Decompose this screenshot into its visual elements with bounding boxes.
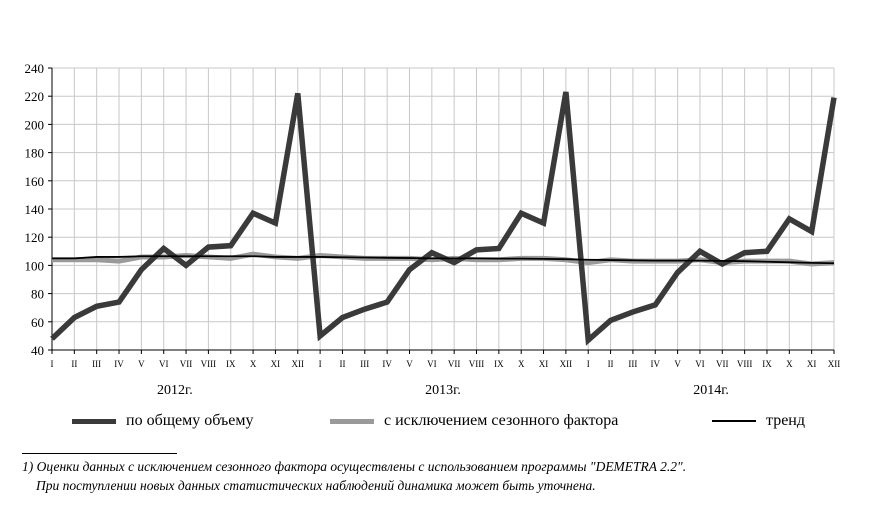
y-tick-label: 180 xyxy=(25,146,45,161)
x-tick-label: XI xyxy=(807,359,817,369)
year-labels: 2012г. 2013г. 2014г. xyxy=(157,383,729,398)
x-tick-label: X xyxy=(250,359,257,369)
x-tick-label: IV xyxy=(382,359,392,369)
x-tick-label: VII xyxy=(180,359,193,369)
x-tick-label: VIII xyxy=(737,359,753,369)
y-tick-label: 120 xyxy=(25,230,45,245)
y-tick-label: 40 xyxy=(31,343,44,358)
year-label: 2014г. xyxy=(693,383,729,398)
y-axis-ticks: 40 60 80 100 120 140 160 180 200 220 240 xyxy=(25,61,52,358)
x-tick-label: IV xyxy=(114,359,124,369)
x-tick-label: I xyxy=(587,359,590,369)
grid xyxy=(51,67,835,351)
x-axis-ticks: I II III IV V VI VII VIII IX X XI XII I II III IV V VI VII… xyxy=(51,350,841,369)
legend-item-trend: тренд xyxy=(712,412,805,430)
footnote-line-1: 1) Оценки данных с исключением сезонного… xyxy=(22,459,687,474)
legend-swatch-seasonal xyxy=(330,418,374,424)
y-tick-label: 80 xyxy=(31,287,44,302)
x-tick-label: II xyxy=(608,359,614,369)
series-trend-line xyxy=(52,255,835,265)
x-tick-label: VI xyxy=(427,359,437,369)
legend-label-trend: тренд xyxy=(766,412,805,429)
series-total-line xyxy=(50,91,837,346)
footnote-line-2: При поступлении новых данных статистичес… xyxy=(36,478,596,493)
y-tick-label: 220 xyxy=(25,89,45,104)
x-tick-label: IX xyxy=(494,359,504,369)
y-tick-label: 140 xyxy=(25,202,45,217)
x-tick-label: XI xyxy=(271,359,281,369)
x-tick-label: VI xyxy=(159,359,169,369)
x-tick-label: X xyxy=(786,359,793,369)
legend: по общему объему с исключением сезонного… xyxy=(0,412,870,434)
legend-item-seasonal: с исключением сезонного фактора xyxy=(330,412,618,430)
legend-label-seasonal: с исключением сезонного фактора xyxy=(384,412,619,429)
y-tick-label: 160 xyxy=(25,174,45,189)
footnote-rule xyxy=(22,453,177,454)
year-label: 2013г. xyxy=(425,383,461,398)
x-tick-label: XII xyxy=(292,359,305,369)
x-tick-label: VII xyxy=(448,359,461,369)
x-tick-label: I xyxy=(319,359,322,369)
x-tick-label: VI xyxy=(695,359,705,369)
x-tick-label: II xyxy=(71,359,77,369)
legend-label-total: по общему объему xyxy=(126,412,254,429)
x-tick-label: VII xyxy=(716,359,729,369)
series-lines xyxy=(50,91,837,346)
x-tick-label: IX xyxy=(762,359,772,369)
y-tick-label: 100 xyxy=(25,258,45,273)
x-tick-label: XI xyxy=(539,359,549,369)
x-tick-label: VIII xyxy=(201,359,217,369)
legend-item-total: по общему объему xyxy=(72,412,254,430)
year-label: 2012г. xyxy=(157,383,193,398)
footnote: 1) Оценки данных с исключением сезонного… xyxy=(22,457,862,495)
y-tick-label: 200 xyxy=(25,117,45,132)
y-tick-label: 240 xyxy=(25,61,45,76)
x-tick-label: XII xyxy=(560,359,573,369)
x-tick-label: XII xyxy=(828,359,841,369)
x-tick-label: V xyxy=(674,359,681,369)
x-tick-label: III xyxy=(360,359,369,369)
legend-swatch-total xyxy=(72,418,116,424)
x-tick-label: X xyxy=(518,359,525,369)
x-tick-label: II xyxy=(339,359,345,369)
x-tick-label: IX xyxy=(226,359,236,369)
x-tick-label: III xyxy=(628,359,637,369)
legend-swatch-trend xyxy=(712,420,756,422)
x-tick-label: IV xyxy=(651,359,661,369)
x-tick-label: V xyxy=(406,359,413,369)
x-tick-label: III xyxy=(92,359,101,369)
x-tick-label: V xyxy=(138,359,145,369)
y-tick-label: 60 xyxy=(31,315,44,330)
x-tick-label: I xyxy=(51,359,54,369)
x-tick-label: VIII xyxy=(469,359,485,369)
